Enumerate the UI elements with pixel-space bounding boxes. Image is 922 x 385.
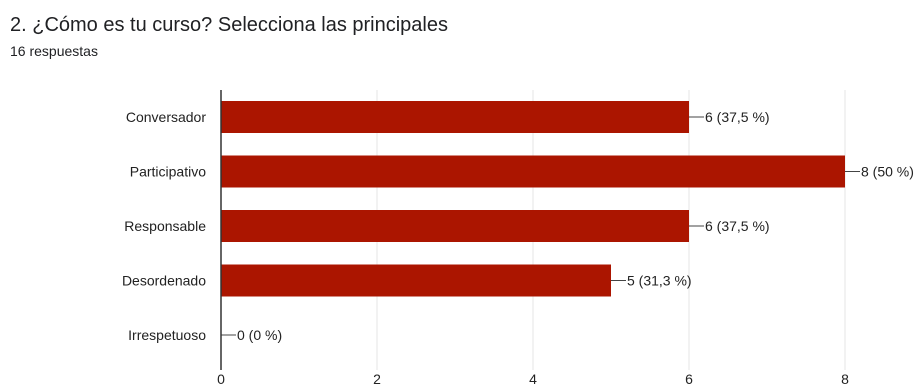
x-tick-label: 8 bbox=[841, 371, 849, 385]
data-label: 6 (37,5 %) bbox=[705, 218, 770, 234]
data-label: 5 (31,3 %) bbox=[627, 273, 692, 289]
bar bbox=[221, 210, 689, 242]
question-title: 2. ¿Cómo es tu curso? Selecciona las pri… bbox=[10, 14, 448, 36]
data-label: 0 (0 %) bbox=[237, 327, 282, 343]
bar bbox=[221, 264, 611, 297]
response-count: 16 respuestas bbox=[10, 43, 98, 59]
category-label: Desordenado bbox=[122, 273, 206, 289]
data-label: 6 (37,5 %) bbox=[705, 109, 770, 125]
x-tick-label: 4 bbox=[529, 371, 537, 385]
bar bbox=[221, 155, 845, 188]
category-label: Conversador bbox=[126, 109, 206, 125]
data-label: 8 (50 %) bbox=[861, 164, 914, 180]
bar bbox=[221, 101, 689, 133]
category-label: Responsable bbox=[124, 218, 206, 234]
x-tick-label: 6 bbox=[685, 371, 693, 385]
category-label: Participativo bbox=[130, 164, 206, 180]
x-tick-label: 2 bbox=[373, 371, 381, 385]
category-label: Irrespetuoso bbox=[128, 327, 206, 343]
x-tick-label: 0 bbox=[217, 371, 225, 385]
